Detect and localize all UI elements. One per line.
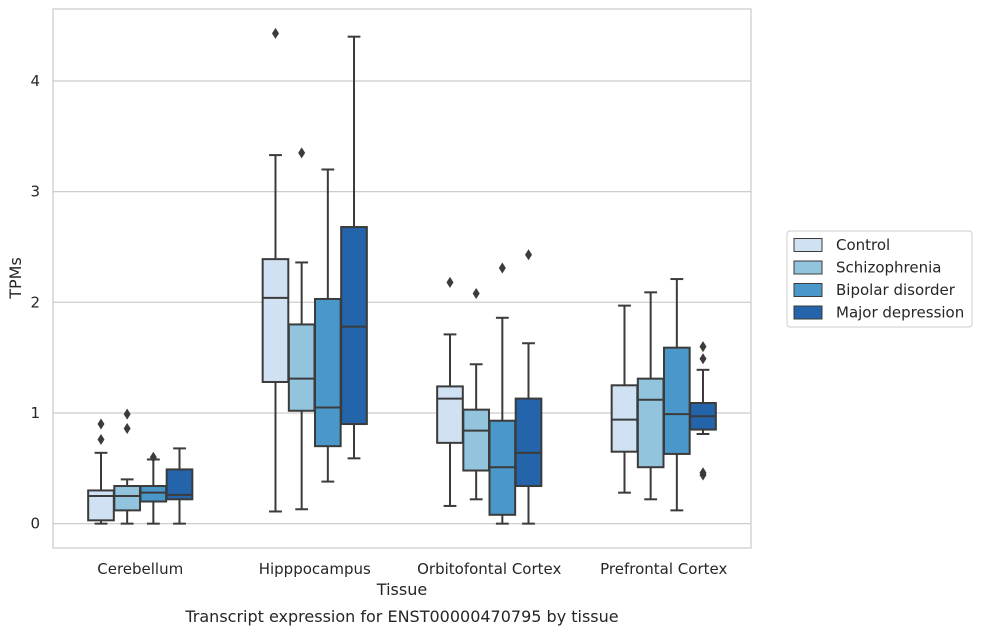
outlier-point [699, 341, 707, 353]
y-axis-label: TPMs [6, 257, 25, 300]
box-body [261, 258, 290, 383]
box-body [514, 397, 543, 488]
outlier-point [472, 287, 480, 299]
y-tick-label: 0 [30, 515, 40, 533]
box-body [663, 346, 691, 455]
box-body [287, 323, 316, 412]
box-body [87, 489, 115, 522]
box-bipolar-disorder [488, 262, 517, 525]
legend-swatch [793, 305, 823, 320]
outlier-point [699, 353, 707, 365]
outlier-point [149, 451, 157, 463]
outlier-point [298, 147, 306, 159]
box-bipolar-disorder [663, 278, 691, 512]
x-tick-label: Prefrontal Cortex [600, 560, 727, 578]
legend-label: Bipolar disorder [836, 281, 956, 299]
box-bipolar-disorder [139, 451, 168, 525]
box-major-depression [340, 35, 368, 460]
legend: Control Schizophrenia Bipolar disorder Majo… [786, 230, 973, 328]
box-body [113, 485, 141, 512]
box-major-depression [689, 341, 717, 481]
legend-label: Control [836, 236, 890, 254]
legend-label: Major depression [836, 304, 964, 322]
box-schizophrenia [462, 287, 490, 501]
box-schizophrenia [636, 291, 665, 501]
box-control [261, 27, 290, 513]
legend-swatch [793, 238, 823, 252]
box-body [340, 226, 368, 426]
box-body [636, 377, 665, 469]
outlier-point [97, 418, 105, 430]
outlier-point [97, 434, 105, 446]
box-bipolar-disorder [314, 168, 342, 483]
y-tick-label: 4 [30, 72, 40, 90]
plot-frame [52, 8, 752, 549]
y-axis-ticks: 0 1 2 3 4 [30, 72, 40, 533]
x-tick-label: Hipppocampus [259, 560, 371, 578]
y-tick-label: 2 [30, 293, 40, 311]
legend-swatch [793, 283, 823, 297]
box-body [139, 485, 168, 503]
box-control [610, 304, 639, 494]
box-control [436, 276, 464, 507]
x-axis-label: Tissue [376, 580, 427, 599]
box-body [462, 408, 490, 472]
outlier-point [498, 262, 506, 274]
y-tick-label: 1 [30, 404, 40, 422]
outlier-point [525, 249, 533, 261]
boxes [87, 27, 717, 525]
legend-frame [786, 230, 973, 328]
box-major-depression [514, 249, 543, 525]
box-body [436, 385, 464, 444]
box-schizophrenia [113, 408, 141, 525]
legend-label: Schizophrenia [836, 259, 941, 277]
box-control [87, 418, 115, 525]
x-tick-label: Cerebellum [97, 560, 183, 578]
outlier-point [123, 422, 131, 434]
box-body [314, 297, 342, 448]
outlier-point [446, 276, 454, 288]
y-tick-label: 3 [30, 183, 40, 201]
outlier-point [123, 408, 131, 420]
box-schizophrenia [287, 147, 316, 511]
legend-swatch [793, 260, 823, 275]
box-body [610, 384, 639, 453]
outlier-point [699, 467, 707, 479]
x-tick-label: Orbitofontal Cortex [417, 560, 561, 578]
chart-caption: Transcript expression for ENST0000047079… [184, 607, 618, 626]
box-major-depression [165, 447, 194, 525]
outlier-point [271, 27, 279, 39]
x-axis-ticks: Cerebellum Hipppocampus Orbitofontal Corte… [97, 560, 727, 578]
